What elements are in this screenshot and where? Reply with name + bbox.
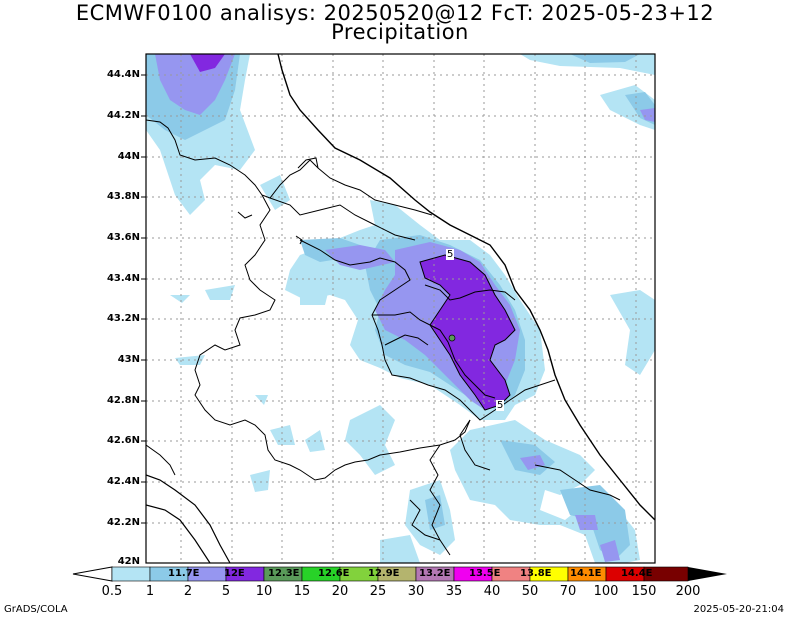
lon-label-12-3: 12.3E bbox=[268, 568, 300, 579]
lon-label-13-2: 13.2E bbox=[419, 568, 451, 579]
lat-label-43-8: 43.8N bbox=[106, 191, 140, 202]
colorbar-value: 15 bbox=[293, 584, 311, 599]
lat-label-42-4: 42.4N bbox=[106, 476, 140, 487]
colorbar-arrow-left bbox=[72, 566, 113, 582]
colorbar-value: 5 bbox=[221, 584, 231, 599]
lat-label-42-2: 42.2N bbox=[106, 517, 140, 528]
colorbar-value: 35 bbox=[445, 584, 463, 599]
lon-label-12: 12E bbox=[224, 568, 245, 579]
lat-label-43-4: 43.4N bbox=[106, 273, 140, 284]
colorbar-arrow-right bbox=[688, 567, 727, 581]
lon-label-13-5: 13.5E bbox=[469, 568, 501, 579]
lat-label-42-0: 42N bbox=[117, 556, 140, 567]
lon-label-12-6: 12.6E bbox=[318, 568, 350, 579]
lat-ticks bbox=[141, 74, 146, 524]
footer-credit: GrADS/COLA bbox=[4, 604, 68, 615]
colorbar-value: 0.5 bbox=[101, 584, 123, 599]
colorbar-value: 25 bbox=[369, 584, 387, 599]
lon-label-14-4: 14.4E bbox=[621, 568, 653, 579]
contour-label: 5 bbox=[496, 400, 505, 411]
coastline bbox=[277, 54, 655, 521]
lon-label-13-8: 13.8E bbox=[520, 568, 552, 579]
lon-label-12-9: 12.9E bbox=[368, 568, 400, 579]
footer-timestamp: 2025-05-20-21:04 bbox=[693, 604, 784, 615]
colorbar-value: 40 bbox=[483, 584, 501, 599]
map-frame bbox=[145, 53, 656, 564]
colorbar-value: 2 bbox=[183, 584, 193, 599]
colorbar-value: 20 bbox=[331, 584, 349, 599]
lat-label-43-6: 43.6N bbox=[106, 232, 140, 243]
lon-label-11-7: 11.7E bbox=[168, 568, 200, 579]
colorbar-value: 10 bbox=[255, 584, 273, 599]
lat-label-43-0: 43N bbox=[117, 354, 140, 365]
lat-label-42-8: 42.8N bbox=[106, 395, 140, 406]
lat-label-43-2: 43.2N bbox=[106, 313, 140, 324]
lon-label-14-1: 14.1E bbox=[570, 568, 602, 579]
colorbar-value: 50 bbox=[521, 584, 539, 599]
map-title: ECMWF0100 analisys: 20250520@12 FcT: 202… bbox=[75, 1, 715, 25]
boundaries bbox=[146, 54, 655, 563]
colorbar-value: 200 bbox=[675, 584, 701, 599]
precipitation-field bbox=[146, 54, 655, 563]
colorbar bbox=[72, 566, 727, 582]
lat-label-44-4: 44.4N bbox=[106, 69, 140, 80]
lat-label-44-0: 44N bbox=[117, 151, 140, 162]
local-max-marker bbox=[448, 334, 456, 342]
contour-label: 5 bbox=[446, 249, 455, 260]
colorbar-value: 100 bbox=[593, 584, 619, 599]
colorbar-value: 1 bbox=[145, 584, 155, 599]
lat-label-42-6: 42.6N bbox=[106, 435, 140, 446]
colorbar-value: 70 bbox=[559, 584, 577, 599]
grid-lines bbox=[146, 54, 655, 563]
contour-5 bbox=[419, 254, 516, 411]
map-subtitle: Precipitation bbox=[331, 20, 469, 44]
lat-label-44-2: 44.2N bbox=[106, 110, 140, 121]
colorbar-value: 30 bbox=[407, 584, 425, 599]
colorbar-value: 150 bbox=[631, 584, 657, 599]
